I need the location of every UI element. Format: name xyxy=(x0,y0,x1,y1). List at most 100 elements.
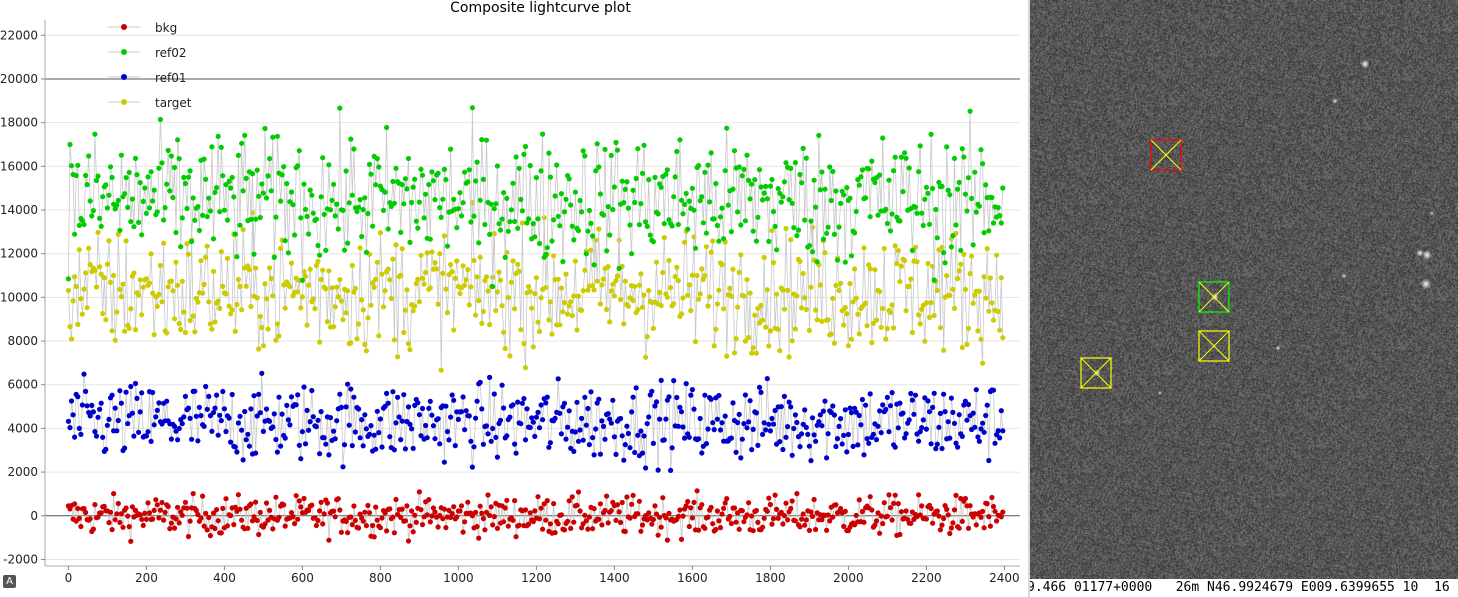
data-point xyxy=(635,307,641,313)
data-point xyxy=(273,494,279,500)
data-point xyxy=(716,287,722,293)
x-tick-label: 1200 xyxy=(521,571,552,585)
data-point xyxy=(487,374,493,380)
data-point xyxy=(368,423,374,429)
data-point xyxy=(560,309,566,315)
data-point xyxy=(229,307,235,313)
data-point xyxy=(786,399,792,405)
data-point xyxy=(682,201,688,207)
data-point xyxy=(293,493,299,499)
data-point xyxy=(179,512,185,518)
data-point xyxy=(360,443,366,449)
data-point xyxy=(632,199,638,206)
data-point xyxy=(173,516,179,522)
data-point xyxy=(477,379,483,385)
image-viewer[interactable]: 9.466 01177+0000 26m N46.9924679 E009.63… xyxy=(1030,0,1458,597)
data-point xyxy=(533,175,540,181)
data-point xyxy=(838,416,844,422)
data-point xyxy=(641,142,647,148)
data-point xyxy=(973,522,979,528)
data-point xyxy=(232,328,238,334)
data-point xyxy=(887,228,894,234)
ref03-aperture[interactable] xyxy=(1080,357,1112,389)
data-point xyxy=(965,325,972,331)
data-point xyxy=(405,341,412,347)
data-point xyxy=(398,229,404,235)
data-point xyxy=(813,526,819,533)
aperture-box xyxy=(1198,281,1230,313)
data-point xyxy=(327,207,334,213)
data-point xyxy=(377,230,383,236)
data-point xyxy=(635,432,641,438)
data-point xyxy=(897,400,903,406)
data-point xyxy=(240,188,246,194)
data-point xyxy=(485,288,491,294)
data-point xyxy=(315,258,321,264)
data-point xyxy=(473,178,479,184)
data-point xyxy=(301,181,307,187)
data-point xyxy=(154,502,160,508)
sky-image[interactable] xyxy=(1030,0,1458,579)
ref01-aperture[interactable] xyxy=(1198,281,1230,313)
target-aperture[interactable] xyxy=(1150,139,1182,171)
data-point xyxy=(912,204,919,210)
data-point xyxy=(76,222,82,228)
data-point xyxy=(906,283,912,290)
data-point xyxy=(78,431,84,437)
data-point xyxy=(474,274,480,280)
data-point xyxy=(140,284,146,290)
data-point xyxy=(607,319,613,325)
data-point xyxy=(95,173,101,179)
data-point xyxy=(301,495,307,502)
data-point xyxy=(393,496,399,503)
data-point xyxy=(872,267,878,273)
data-point xyxy=(875,510,881,516)
data-point xyxy=(842,259,848,265)
data-point xyxy=(220,505,226,511)
data-point xyxy=(675,221,682,228)
data-point xyxy=(950,409,956,415)
data-point xyxy=(538,505,544,511)
data-point xyxy=(914,210,920,216)
lightcurve-chart[interactable]: Composite lightcurve plot-20000200040006… xyxy=(0,0,1028,597)
data-point xyxy=(204,527,210,533)
data-point xyxy=(114,309,120,315)
data-point xyxy=(302,206,309,212)
data-point xyxy=(752,177,758,183)
data-point xyxy=(833,502,839,508)
data-point xyxy=(401,201,407,207)
data-point xyxy=(780,287,786,293)
data-point xyxy=(365,315,371,321)
data-point xyxy=(643,354,649,360)
data-point xyxy=(254,295,260,301)
lightcurve-plot-panel[interactable]: Composite lightcurve plot -2000 0 2000 4000 6… xyxy=(0,0,1028,597)
data-point xyxy=(154,303,160,309)
data-point xyxy=(941,391,947,397)
data-point xyxy=(887,309,894,315)
data-point xyxy=(326,537,332,543)
data-point xyxy=(800,270,806,277)
y-tick-label: 20000 xyxy=(0,72,38,86)
data-point xyxy=(532,291,538,297)
data-point xyxy=(331,428,337,434)
data-point xyxy=(288,189,295,195)
data-point xyxy=(407,421,413,427)
data-point xyxy=(831,340,838,346)
data-point xyxy=(313,522,319,529)
data-point xyxy=(766,495,772,501)
data-point xyxy=(175,504,181,510)
data-point xyxy=(299,294,305,300)
data-point xyxy=(721,505,727,511)
panel-splitter[interactable] xyxy=(1028,0,1030,597)
ref02-aperture[interactable] xyxy=(1198,330,1230,362)
data-point xyxy=(638,428,644,434)
data-point xyxy=(814,259,820,265)
data-point xyxy=(800,145,806,151)
data-point xyxy=(967,503,973,509)
data-point xyxy=(301,384,307,390)
data-point xyxy=(824,527,830,533)
autoscale-button[interactable]: A xyxy=(3,575,16,588)
data-point xyxy=(281,164,287,170)
data-point xyxy=(551,253,557,259)
data-point xyxy=(664,294,671,300)
